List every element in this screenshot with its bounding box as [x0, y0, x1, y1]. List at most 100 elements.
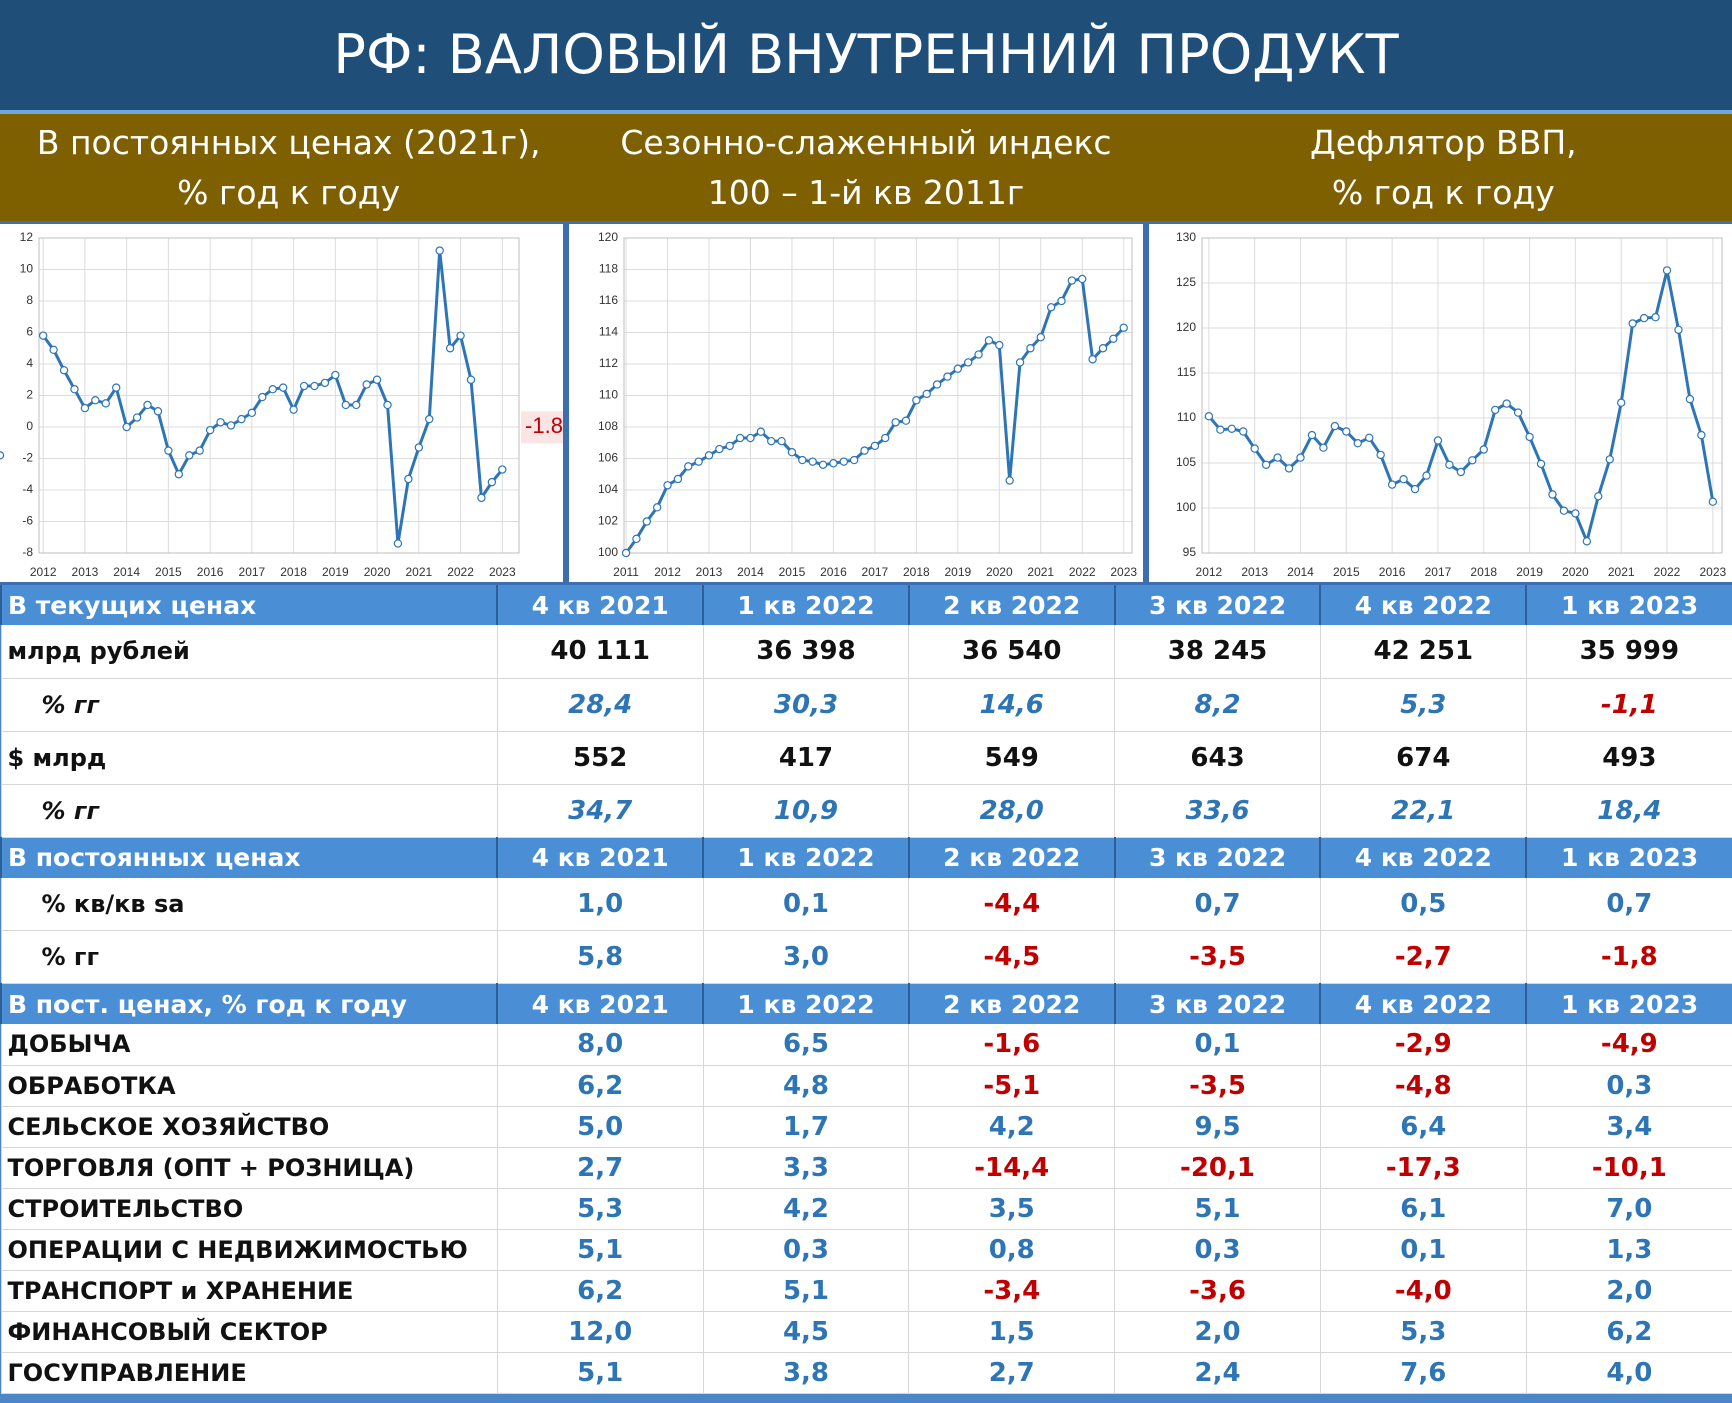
- data-point: [1536, 459, 1546, 469]
- row-label: СЕЛЬСКОЕ ХОЗЯЙСТВО: [0, 1106, 498, 1148]
- data-point: [725, 441, 734, 451]
- data-point: [445, 344, 455, 353]
- value-cell: 4,2: [908, 1106, 1115, 1148]
- panel-header-line: % год к году: [177, 173, 401, 212]
- data-point: [849, 455, 859, 465]
- y-tick-label: 104: [598, 482, 618, 496]
- section-header: В текущих ценах 4 кв 2021 1 кв 2022 2 кв 20…: [0, 585, 1732, 625]
- value-cell: -1,8: [1525, 930, 1732, 984]
- x-tick-label: 2016: [820, 565, 847, 579]
- x-tick-label: 2015: [1333, 565, 1360, 579]
- value-cell: 0,1: [1114, 1024, 1321, 1066]
- value-cell: 3,4: [1525, 1106, 1732, 1148]
- data-point: [1605, 455, 1614, 464]
- value-cell: 8,2: [1114, 678, 1321, 732]
- data-point: [174, 470, 184, 479]
- x-tick-label: 2011: [613, 565, 639, 579]
- value-cell: -3,5: [1114, 930, 1321, 984]
- data-point: [1697, 430, 1706, 440]
- header-cell: В пост. ценах, % год к году: [0, 983, 498, 1024]
- value-cell: 28,0: [908, 784, 1115, 838]
- panel-header-line: В постоянных ценах (2021г),: [36, 123, 541, 162]
- data-point: [414, 443, 424, 452]
- table-row: СЕЛЬСКОЕ ХОЗЯЙСТВО 5,0 1,7 4,2 9,5 6,4 3,4: [0, 1106, 1732, 1148]
- x-tick-label: 2012: [1196, 565, 1223, 579]
- data-point: [404, 474, 413, 484]
- header-cell: 3 кв 2022: [1113, 983, 1321, 1024]
- data-point: [132, 413, 142, 422]
- data-point: [818, 460, 828, 469]
- x-tick-label: 2021: [1027, 565, 1054, 579]
- row-label: ФИНАНСОВЫЙ СЕКТОР: [0, 1311, 498, 1353]
- data-point: [787, 447, 797, 457]
- value-cell: 6,2: [1525, 1311, 1732, 1353]
- header-cell: 1 кв 2022: [702, 585, 909, 625]
- table-row: ГОСУПРАВЛЕНИЕ 5,1 3,8 2,7 2,4 7,6 4,0: [0, 1352, 1732, 1394]
- data-point: [393, 539, 403, 548]
- data-point: [891, 418, 900, 427]
- plot-frame: [1201, 237, 1723, 554]
- data-point: [310, 381, 319, 391]
- data-point: [153, 407, 163, 416]
- section-header: В постоянных ценах 4 кв 2021 1 кв 2022 2 кв…: [0, 837, 1732, 878]
- data-point: [226, 421, 236, 430]
- x-tick-label: 2017: [862, 565, 889, 579]
- header-cell: 4 кв 2021: [496, 585, 704, 625]
- data-point: [1662, 266, 1672, 275]
- header-cell: 1 кв 2022: [702, 837, 909, 878]
- data-point: [1617, 398, 1626, 407]
- value-cell: 6,2: [496, 1270, 704, 1312]
- table-row: СТРОИТЕЛЬСТВО 5,3 4,2 3,5 5,1 6,1 7,0: [0, 1188, 1732, 1230]
- x-tick-label: 2022: [1069, 565, 1096, 579]
- data-point: [49, 345, 58, 355]
- x-tick-label: 2013: [72, 565, 99, 579]
- data-point: [912, 396, 921, 405]
- value-cell: 7,0: [1525, 1188, 1732, 1230]
- data-point: [1005, 476, 1014, 485]
- value-cell: 0,5: [1319, 877, 1527, 931]
- section-header: В пост. ценах, % год к году 4 кв 2021 1 кв…: [0, 983, 1732, 1024]
- data-point: [1479, 445, 1488, 454]
- data-point: [101, 399, 110, 408]
- panel-header-line: % год к году: [1331, 173, 1555, 212]
- panel-header-line: Сезонно-слаженный индекс: [620, 123, 1112, 162]
- data-point: [1250, 444, 1259, 453]
- data-line: [41, 250, 504, 544]
- value-cell: 5,8: [496, 930, 704, 984]
- data-point: [621, 548, 631, 558]
- y-tick-label: 120: [598, 230, 618, 244]
- value-cell: 2,0: [1525, 1270, 1732, 1312]
- value-cell: 3,3: [702, 1147, 909, 1189]
- value-cell: 5,1: [496, 1352, 704, 1394]
- table-row: % кв/кв sa 1,0 0,1 -4,4 0,7 0,5 0,7: [0, 877, 1732, 931]
- data-point: [1239, 427, 1248, 436]
- data-point: [1628, 319, 1637, 328]
- value-cell: 7,6: [1319, 1352, 1527, 1394]
- data-point: [205, 425, 215, 435]
- data-point: [70, 384, 79, 394]
- panel-header: Дефлятор ВВП, % год к году: [1155, 114, 1732, 221]
- value-cell: 9,5: [1114, 1106, 1321, 1148]
- data-point: [1119, 323, 1128, 332]
- data-point: [0, 451, 5, 460]
- value-cell: 33,6: [1114, 784, 1321, 838]
- y-tick-label: 12: [20, 230, 34, 244]
- annotation-box: [521, 411, 563, 444]
- x-tick-label: 2014: [737, 565, 764, 579]
- data-point: [487, 477, 497, 487]
- x-tick-label: 2018: [280, 565, 307, 579]
- panel-headers: В постоянных ценах (2021г), % год к году С…: [0, 114, 1732, 221]
- value-cell: 2,0: [1114, 1311, 1321, 1353]
- data-point: [984, 336, 994, 345]
- value-cell: 4,0: [1525, 1352, 1732, 1394]
- x-tick-label: 2023: [1699, 565, 1726, 579]
- table-row: % гг 5,8 3,0 -4,5 -3,5 -2,7 -1,8: [0, 930, 1732, 984]
- row-label: ДОБЫЧА: [0, 1024, 498, 1066]
- table-row: ФИНАНСОВЫЙ СЕКТОР 12,0 4,5 1,5 2,0 5,3 6,2: [0, 1311, 1732, 1353]
- y-tick-label: 106: [598, 451, 618, 465]
- charts: -8 -6 -4 -2 0 2 4 6 8 10 12 2012 2013 2014 2015 2016 201…: [0, 221, 1732, 585]
- value-cell: 6,5: [702, 1024, 909, 1066]
- data-point: [1399, 474, 1408, 484]
- data-point: [477, 493, 486, 503]
- data-point: [777, 436, 786, 446]
